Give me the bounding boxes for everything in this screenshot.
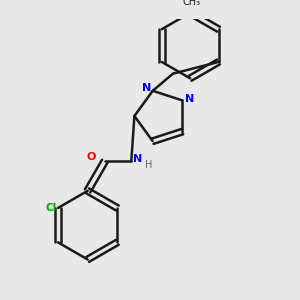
- Text: N: N: [142, 83, 151, 93]
- Text: N: N: [185, 94, 195, 104]
- Text: Cl: Cl: [45, 203, 56, 213]
- Text: CH₃: CH₃: [183, 0, 201, 7]
- Text: N: N: [133, 154, 142, 164]
- Text: H: H: [145, 160, 153, 170]
- Text: O: O: [86, 152, 95, 161]
